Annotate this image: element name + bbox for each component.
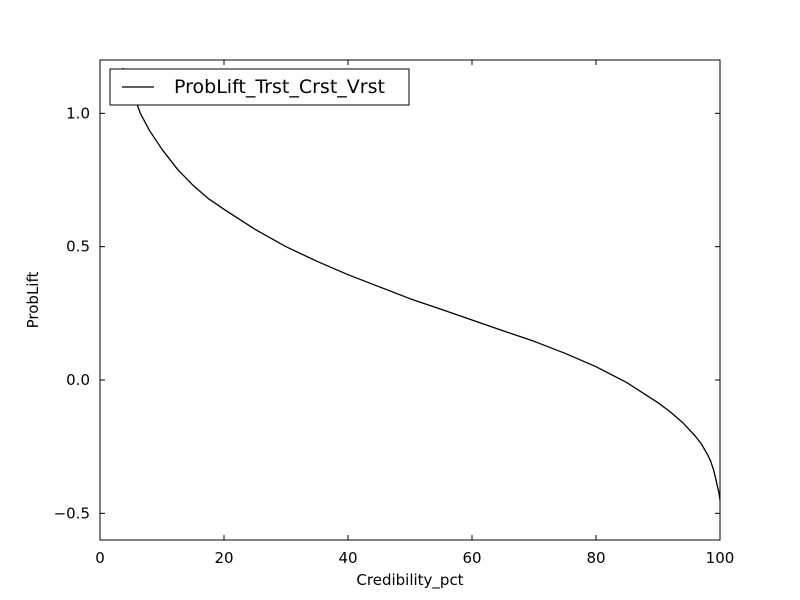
legend: ProbLift_Trst_Crst_Vrst <box>109 68 410 106</box>
y-tick-labels: −0.5 0.0 0.5 1.0 <box>54 104 90 522</box>
x-tick-labels: 0 20 40 60 80 100 <box>95 549 734 567</box>
x-tick-label: 40 <box>338 549 357 567</box>
legend-box <box>109 68 410 106</box>
x-axis-label: Credibility_pct <box>356 571 463 590</box>
y-tick-label: 0.5 <box>66 238 90 256</box>
x-tick-label: 20 <box>214 549 233 567</box>
y-tick-label: 0.0 <box>66 371 90 389</box>
plot-area <box>100 60 720 540</box>
plot-frame <box>99 59 721 541</box>
y-tick-label: 1.0 <box>66 104 90 122</box>
x-tick-label: 80 <box>586 549 605 567</box>
legend-label: ProbLift_Trst_Crst_Vrst <box>174 76 385 98</box>
series-lines <box>122 67 721 501</box>
y-tick-label: −0.5 <box>54 504 90 522</box>
x-tick-label: 100 <box>706 549 735 567</box>
series-line <box>122 67 721 501</box>
x-tick-label: 60 <box>462 549 481 567</box>
x-tick-label: 0 <box>95 549 105 567</box>
y-axis-label: ProbLift <box>24 272 42 329</box>
